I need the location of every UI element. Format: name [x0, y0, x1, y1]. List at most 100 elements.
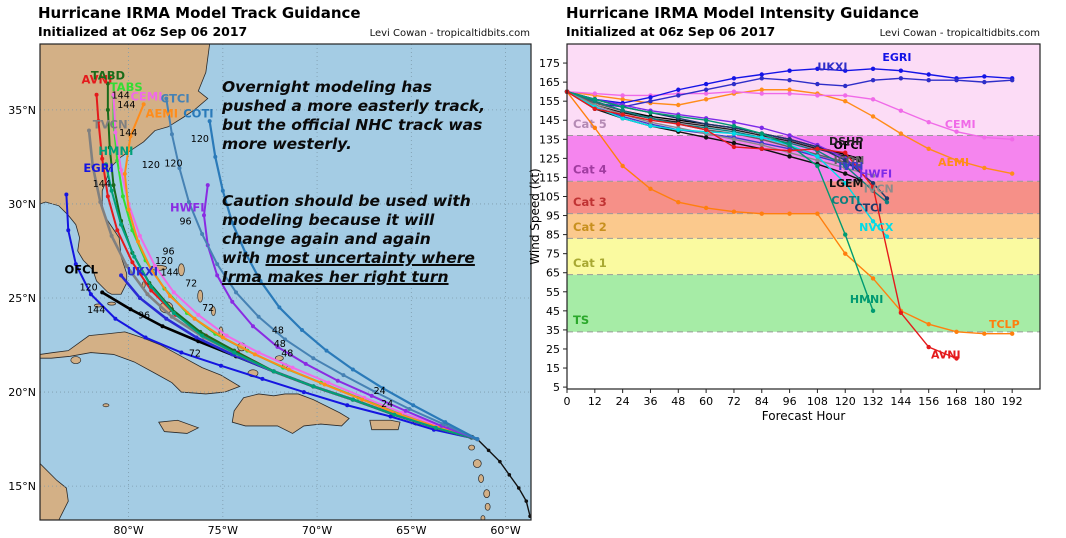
track-point-OFCL: [128, 307, 133, 312]
track-point-HMNI: [271, 369, 276, 374]
x-tick-label: 48: [671, 395, 685, 408]
series-point-AVNI: [592, 106, 598, 112]
track-point-HMNI: [149, 284, 154, 289]
intensity-panel-credit: Levi Cowan - tropicaltidbits.com: [879, 28, 1040, 39]
track-point-EGRI: [73, 262, 78, 267]
track-point-CTCI: [283, 337, 288, 342]
track-point-OFCL: [100, 290, 105, 295]
y-tick-label: 5: [553, 381, 560, 394]
track-point-EGRI: [260, 376, 265, 381]
track-point-HMNI: [109, 188, 114, 193]
past-track-point: [486, 448, 491, 453]
series-point-AVNI: [620, 112, 625, 117]
x-tick-label: 96: [783, 395, 797, 408]
track-point-COTI: [213, 154, 218, 159]
annotation-line: Caution should be used with: [222, 192, 471, 210]
series-point-NVCX: [884, 234, 890, 239]
track-label-TABD: TABD: [91, 69, 125, 83]
hour-label: 144: [93, 179, 111, 190]
track-point-COTI: [350, 367, 355, 372]
track-point-AEMI: [122, 171, 127, 176]
series-point-EGRI: [676, 87, 681, 92]
series-label-OFCI: OFCI: [834, 139, 863, 152]
track-point-CTCI: [169, 132, 174, 137]
series-label-IVCN: IVCN: [864, 183, 894, 196]
band-cat-2: [567, 213, 1040, 239]
series-label-HMNI: HMNI: [850, 293, 883, 306]
series-IVRI: [566, 91, 860, 169]
track-point-EGRI: [218, 363, 223, 368]
series-point-TCLP: [703, 205, 709, 211]
series-point-CEMI: [982, 135, 987, 140]
series-point-UKXI: [898, 76, 904, 81]
band-ts: [567, 274, 1040, 332]
series-HMNI: [566, 90, 874, 312]
series-point-EGRI: [731, 76, 737, 81]
series-point-NVCX: [870, 219, 876, 224]
series-point-LGEM: [703, 135, 709, 140]
x-axis-title: Forecast Hour: [762, 409, 846, 423]
track-point-AVNI: [115, 228, 120, 233]
band-label: Cat 2: [573, 220, 607, 234]
y-tick-label: 85: [546, 229, 560, 242]
land-puerto-rico: [369, 419, 401, 431]
land-central-america: [40, 462, 69, 520]
track-point-AEMI: [128, 134, 133, 139]
track-point-COTI: [277, 305, 282, 310]
series-point-HWFI: [759, 125, 764, 131]
series-point-AVNI: [843, 150, 848, 155]
series-point-UKXI: [731, 81, 737, 87]
track-point-HWFI: [303, 361, 308, 366]
series-point-AVNI: [926, 344, 931, 350]
track-point-HWFI: [275, 344, 280, 349]
x-tick-label: 168: [946, 395, 967, 408]
lat-tick-label: 25°N: [8, 292, 36, 305]
track-point-TVCN: [145, 292, 150, 297]
x-tick-label: 180: [974, 395, 995, 408]
band-cat-1: [567, 238, 1040, 275]
series-point-TCLP: [676, 200, 681, 205]
annotation-line: modeling because it will: [222, 211, 435, 229]
track-point-TABD: [111, 183, 116, 188]
y-tick-label: 25: [546, 343, 560, 356]
series-point-CEMI: [703, 91, 709, 96]
intensity-panel-title: Hurricane IRMA Model Intensity Guidance: [566, 4, 919, 22]
track-AEMI: [123, 103, 478, 441]
track-panel-credit: Levi Cowan - tropicaltidbits.com: [369, 28, 530, 39]
series-point-TCLP: [954, 329, 959, 335]
series-point-AEMI: [703, 97, 709, 102]
track-point-EGRI: [88, 292, 93, 297]
track-point-TVCN: [98, 200, 103, 205]
series-point-AVNI: [954, 356, 959, 361]
series-point-NVCX: [815, 154, 820, 159]
x-tick-label: 0: [564, 395, 571, 408]
hour-label: 120: [155, 256, 173, 267]
annotation-line: change again and again: [222, 230, 431, 248]
past-track-point: [507, 473, 512, 477]
track-point-CTCI: [177, 166, 182, 171]
series-point-TCLP: [648, 186, 653, 192]
y-tick-label: 115: [539, 171, 560, 184]
series-point-IVCN: [759, 142, 764, 148]
track-point-COTI: [475, 437, 480, 442]
hour-label: 96: [138, 311, 150, 322]
y-tick-label: 65: [546, 267, 560, 280]
series-point-EGRI: [870, 66, 876, 71]
series-point-UKXI: [843, 83, 848, 89]
hour-label: 24: [374, 386, 386, 397]
series-point-HMNI: [731, 123, 737, 129]
track-point-HMNI: [392, 412, 397, 417]
series-label-ICON: ICON: [834, 154, 865, 167]
track-point-COTI: [230, 220, 235, 225]
band-label: Cat 3: [573, 195, 607, 209]
series-point-TCLP: [926, 321, 931, 327]
band-label: Cat 1: [573, 256, 607, 270]
track-point-CEMI: [113, 130, 118, 135]
series-point-HMNI: [592, 97, 598, 102]
hour-label: 96: [179, 217, 191, 228]
track-point-CTCI: [256, 314, 261, 319]
y-tick-label: 55: [546, 286, 560, 299]
series-label-CEMI: CEMI: [945, 118, 976, 131]
map-annotation: Overnight modeling has pushed a more east…: [222, 78, 522, 325]
track-point-EGRI: [301, 390, 306, 395]
